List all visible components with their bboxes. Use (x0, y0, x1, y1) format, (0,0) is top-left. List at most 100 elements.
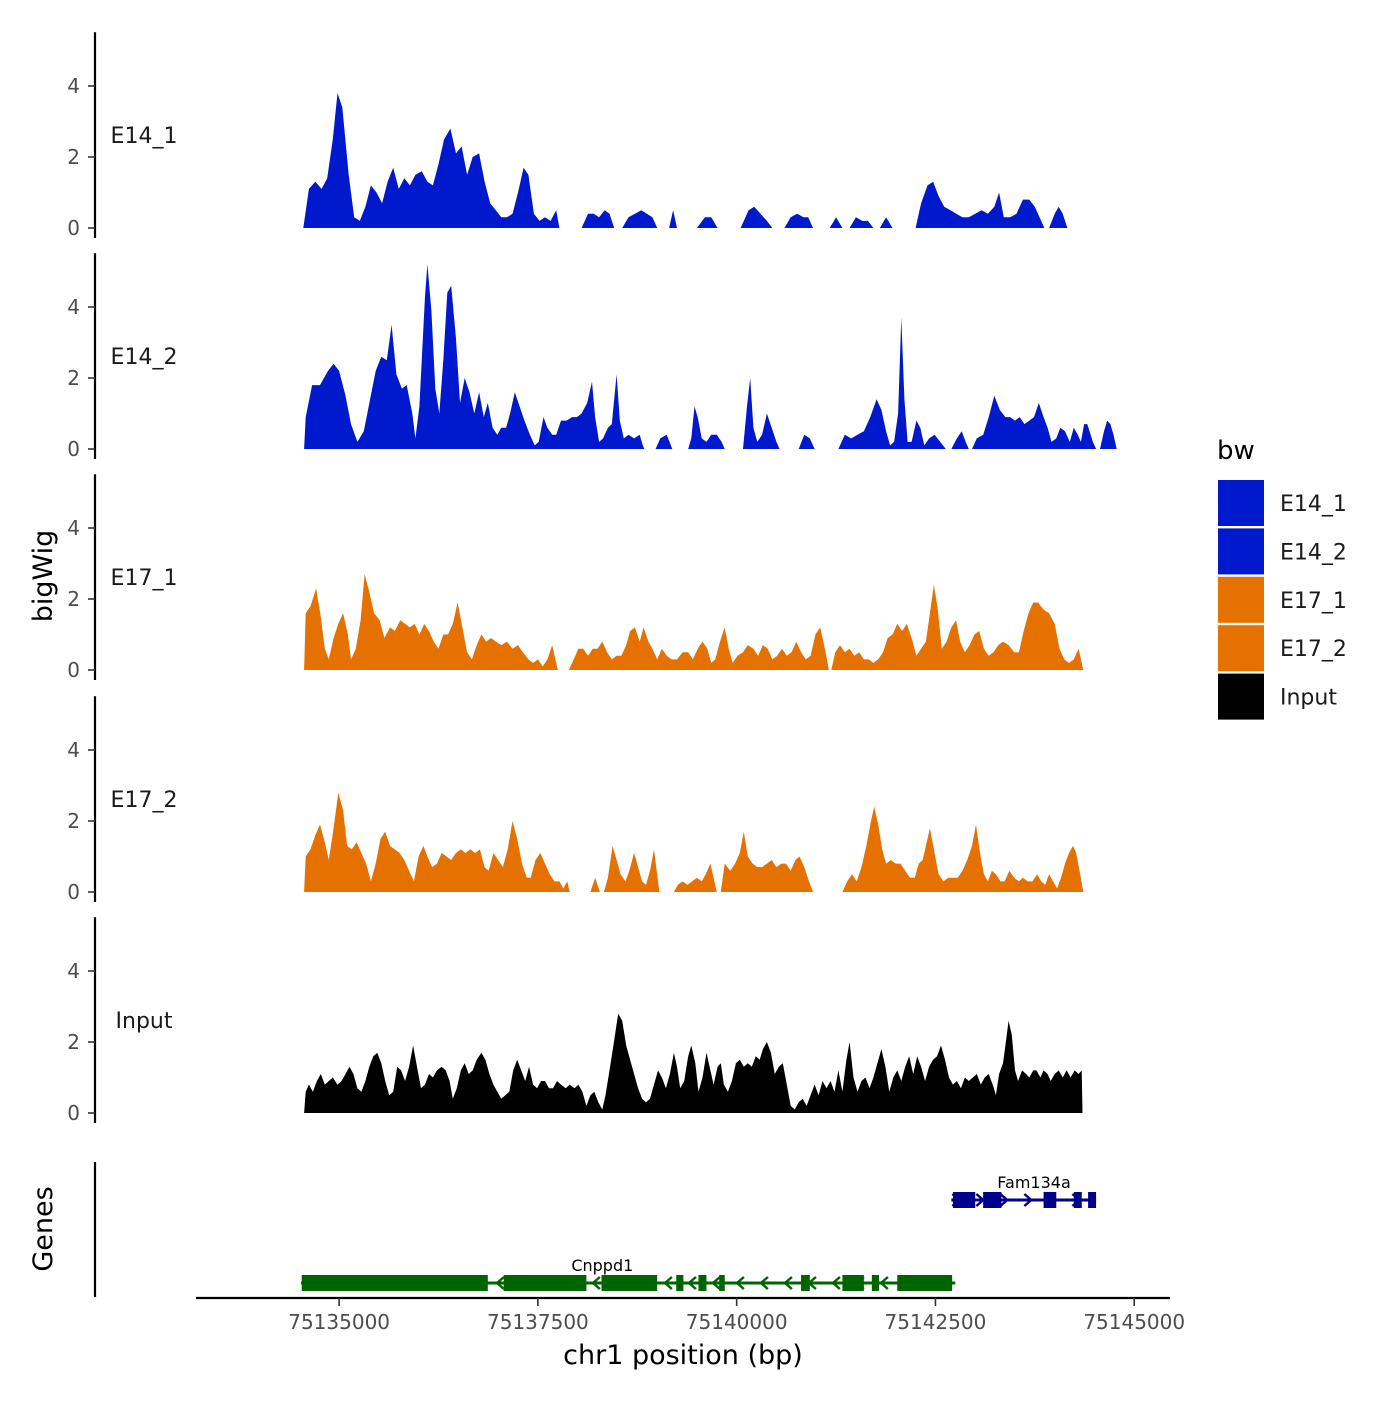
gene-Cnppd1: Cnppd1 (300, 1256, 956, 1291)
gene-label: Fam134a (997, 1173, 1070, 1192)
track-label: E17_2 (111, 788, 178, 813)
x-axis-ticks: 75135000 75137500 75140000 75142500 75145000 (288, 1298, 1185, 1334)
track-label: E14_1 (111, 124, 178, 149)
exon (1043, 1192, 1057, 1208)
y-tick-label: 4 (67, 516, 80, 540)
strand-arrow (999, 1193, 1010, 1207)
exon (842, 1275, 864, 1291)
track-label: E14_2 (111, 345, 178, 370)
legend-swatch (1218, 528, 1264, 575)
legend-label: Input (1280, 686, 1337, 711)
y-tick-label: 0 (67, 1101, 80, 1125)
gene-Fam134a: Fam134a (951, 1173, 1097, 1208)
coverage-area-E17_2 (673, 863, 717, 892)
legend-entry-E17_2: E17_2 (1218, 625, 1347, 672)
x-tick-label: 75137500 (487, 1310, 589, 1334)
track-label: Input (116, 1009, 173, 1034)
coverage-area-E14_2 (304, 264, 645, 449)
strand-arrow (879, 1276, 889, 1290)
track-E17_1: 0 2 4 E17_1 (67, 474, 1084, 682)
legend-label: E17_2 (1280, 637, 1347, 662)
coverage-area-E14_2 (743, 378, 780, 449)
legend-entry-E17_1: E17_1 (1218, 576, 1347, 623)
genes-layer: Fam134a Cnppd1 (93, 1162, 1097, 1297)
strand-arrow (663, 1276, 673, 1290)
legend-entry-Input: Input (1218, 673, 1337, 720)
x-axis-title: chr1 position (bp) (563, 1340, 803, 1371)
track-E17_2: 0 2 4 E17_2 (67, 696, 1084, 904)
y-tick-label: 2 (67, 1030, 80, 1054)
exon (801, 1275, 810, 1291)
y-tick-label: 0 (67, 880, 80, 904)
legend-entry-E14_2: E14_2 (1218, 528, 1347, 575)
exon (1073, 1192, 1082, 1208)
coverage-area-E14_2 (798, 434, 815, 449)
coverage-area-E14_1 (849, 217, 874, 228)
coverage-area-E17_2 (842, 806, 1084, 892)
y-tick-label: 4 (67, 74, 80, 98)
strand-arrow (711, 1276, 721, 1290)
legend-entry-E14_1: E14_1 (1218, 480, 1347, 526)
coverage-area-E14_1 (784, 213, 813, 228)
legend-swatch (1218, 673, 1264, 720)
exon (1088, 1192, 1097, 1208)
y-tick-label: 0 (67, 437, 80, 461)
exon (601, 1275, 658, 1291)
coverage-area-E14_1 (879, 217, 893, 228)
coverage-area-E17_1 (831, 584, 1084, 670)
y-tick-label: 0 (67, 658, 80, 682)
coverage-area-E14_1 (1049, 206, 1068, 228)
exon (698, 1275, 707, 1291)
coverage-area-E17_2 (304, 792, 570, 892)
x-tick-label: 75135000 (288, 1310, 390, 1334)
y-tick-label: 2 (67, 145, 80, 169)
y-tick-label: 0 (67, 216, 80, 240)
x-tick-label: 75142500 (885, 1310, 987, 1334)
y-tick-label: 4 (67, 738, 80, 762)
track-label: E17_1 (111, 566, 178, 591)
coverage-area-E14_1 (622, 210, 658, 228)
legend-label: E14_1 (1280, 492, 1347, 517)
y-tick-label: 2 (67, 366, 80, 390)
exon (301, 1275, 488, 1291)
tracks-layer: 0 2 4 E14_1 0 2 4 E14_2 0 2 4 E17_1 0 2 4 E17_2 0 2 4 Input (67, 32, 1117, 1125)
legend-label: E14_2 (1280, 540, 1347, 565)
genes-axis-title: Genes (28, 1186, 59, 1271)
coverage-area-E14_1 (829, 217, 843, 228)
coverage-area-E14_2 (688, 406, 725, 449)
coverage-area-Input (304, 1013, 1083, 1113)
coverage-area-E14_2 (972, 395, 1097, 449)
y-tick-label: 4 (67, 295, 80, 319)
strand-arrow (783, 1276, 793, 1290)
coverage-area-E14_2 (1100, 420, 1117, 449)
y-tick-label: 2 (67, 587, 80, 611)
legend-items: E14_1 E14_2 E17_1 E17_2 Input (1218, 480, 1347, 720)
strand-arrow (735, 1276, 745, 1290)
coverage-area-E17_2 (603, 845, 660, 892)
coverage-area-E17_1 (304, 574, 558, 670)
x-axis: 75135000 75137500 75140000 75142500 75145000 (196, 1296, 1185, 1334)
exon (503, 1275, 587, 1291)
coverage-area-E17_2 (590, 877, 600, 892)
coverage-area-E14_2 (655, 434, 673, 449)
coverage-area-E17_2 (720, 831, 813, 892)
strand-arrow (591, 1276, 601, 1290)
coverage-area-E14_1 (740, 206, 773, 228)
exon (952, 1192, 976, 1208)
legend-label: E17_1 (1280, 589, 1347, 614)
exon (719, 1275, 725, 1291)
coverage-area-E14_1 (696, 217, 718, 228)
legend-title: bw (1217, 436, 1255, 466)
exon (897, 1275, 953, 1291)
coverage-area-E17_1 (568, 627, 829, 670)
coverage-area-E14_1 (669, 210, 677, 228)
exon (871, 1275, 879, 1291)
strand-arrow (831, 1276, 841, 1290)
y-axis-title: bigWig (28, 530, 59, 623)
x-tick-label: 75140000 (686, 1310, 788, 1334)
strand-arrow (687, 1276, 697, 1290)
strand-arrow (1023, 1193, 1034, 1207)
track-Input: 0 2 4 Input (67, 917, 1083, 1125)
